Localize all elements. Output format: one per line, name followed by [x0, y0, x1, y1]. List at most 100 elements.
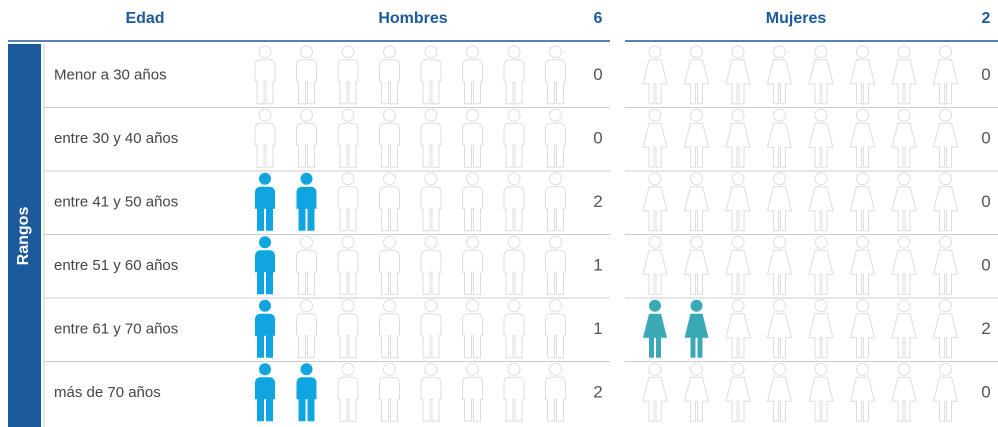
head	[814, 235, 828, 249]
body	[503, 313, 525, 359]
icon-empty	[808, 45, 834, 105]
body	[462, 122, 483, 168]
dress	[891, 313, 917, 359]
count: 1	[593, 319, 602, 338]
body	[296, 186, 317, 231]
head	[466, 362, 479, 376]
icon-empty	[462, 362, 483, 422]
age-label: Menor a 30 años	[54, 67, 167, 84]
head	[341, 362, 355, 376]
dress	[932, 122, 959, 168]
body	[545, 249, 566, 295]
body	[420, 249, 442, 295]
head	[300, 363, 313, 376]
head	[773, 299, 786, 313]
dress	[683, 186, 710, 232]
dress	[643, 313, 667, 358]
head	[773, 45, 786, 59]
head	[856, 235, 869, 249]
head	[897, 108, 911, 122]
dress	[849, 186, 876, 232]
head	[897, 235, 911, 249]
head	[466, 299, 479, 313]
head	[383, 45, 396, 59]
body	[255, 250, 275, 295]
head	[507, 235, 521, 249]
icon-empty	[683, 235, 710, 295]
icon-empty	[296, 45, 317, 105]
icon-empty	[462, 172, 483, 232]
icon-empty	[379, 172, 400, 232]
icon-empty	[420, 172, 442, 232]
dress	[683, 122, 710, 168]
body	[462, 376, 483, 422]
icon-empty	[254, 45, 276, 105]
head	[300, 172, 313, 185]
icon-filled	[643, 299, 667, 358]
head	[466, 108, 479, 122]
body	[420, 186, 442, 232]
head	[424, 235, 438, 249]
icon-empty	[683, 362, 710, 422]
head	[259, 236, 271, 249]
head	[648, 108, 662, 122]
count: 2	[593, 383, 602, 402]
head	[897, 299, 911, 313]
dress	[849, 59, 876, 105]
body	[337, 249, 359, 295]
dress	[849, 376, 876, 422]
icon-empty	[725, 362, 751, 422]
head	[648, 172, 662, 186]
body	[337, 376, 359, 422]
icon-empty	[503, 45, 525, 105]
dress	[642, 59, 668, 105]
head	[939, 362, 952, 376]
dress	[932, 376, 959, 422]
dress	[725, 249, 751, 295]
dress	[683, 59, 710, 105]
head	[773, 172, 786, 186]
dress	[891, 186, 917, 232]
head	[731, 45, 745, 59]
body	[254, 122, 276, 168]
head	[549, 45, 562, 59]
head	[466, 45, 479, 59]
head	[383, 299, 396, 313]
icon-empty	[545, 45, 566, 105]
head	[549, 235, 562, 249]
icon-empty	[642, 362, 668, 422]
body	[337, 59, 359, 105]
icon-filled	[255, 299, 275, 358]
dress	[683, 249, 710, 295]
head	[383, 172, 396, 186]
count: 0	[981, 256, 990, 275]
icon-empty	[766, 172, 793, 232]
head	[856, 172, 869, 186]
dress	[808, 59, 834, 105]
count: 1	[593, 256, 602, 275]
icon-empty	[420, 108, 442, 168]
dress	[725, 313, 751, 359]
icon-empty	[379, 108, 400, 168]
icon-empty	[642, 172, 668, 232]
body	[379, 376, 400, 422]
icon-empty	[420, 235, 442, 295]
icon-empty	[462, 299, 483, 359]
head	[897, 362, 911, 376]
count: 0	[981, 192, 990, 211]
dress	[766, 313, 793, 359]
body	[254, 59, 276, 105]
dress	[684, 313, 709, 358]
dress	[932, 313, 959, 359]
icon-filled	[684, 299, 709, 358]
icon-empty	[420, 299, 442, 359]
icon-empty	[891, 299, 917, 359]
count: 2	[981, 319, 990, 338]
dress	[725, 59, 751, 105]
dress	[808, 249, 834, 295]
body	[503, 376, 525, 422]
dress	[642, 186, 668, 232]
icon-filled	[296, 172, 317, 231]
head	[507, 108, 521, 122]
